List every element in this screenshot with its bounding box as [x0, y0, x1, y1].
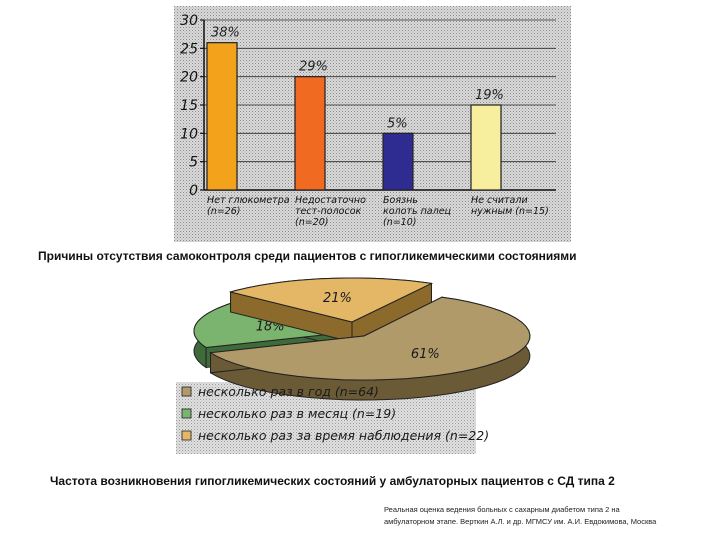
y-tick-label: 5 [189, 155, 198, 171]
bar-chart-background [174, 6, 571, 242]
bar-data-label: 38% [211, 26, 240, 41]
pie-chart-svg: 18%21%61% несколько раз в год (n=64)неск… [176, 277, 531, 454]
bar [382, 132, 414, 191]
x-tick-label: (n=20) [295, 217, 328, 228]
x-tick-label: (n=10) [383, 217, 416, 228]
x-tick-label: Нет глюкометра [207, 195, 290, 206]
pie-chart: 18% 21% 61% несколько раз в год (n=64) неск… [176, 276, 556, 456]
bar-chart-svg: 0 5 10 15 20 25 30 38% Нет глюкометра(n=26) 29% Не… [174, 6, 571, 242]
bar-chart-title: Причины отсутствия самоконтроля среди па… [38, 249, 577, 263]
legend-swatch [181, 408, 192, 419]
pie-slice [228, 277, 434, 323]
bar-chart: 0 5 10 15 20 25 30 38% Нет глюкометра (n=26) 29% Не… [174, 6, 571, 242]
legend-swatch [181, 430, 192, 441]
y-tick-label: 15 [180, 98, 198, 114]
bar [206, 42, 238, 191]
y-tick-label: 0 [189, 183, 198, 199]
x-tick-label: Боязнь [383, 195, 418, 206]
pie-slice [208, 296, 531, 381]
pie-chart-title: Частота возникновения гипогликемических … [50, 474, 615, 488]
bar-data-label: 29% [299, 60, 328, 75]
y-tick-label: 30 [180, 13, 198, 29]
y-tick-label: 20 [180, 70, 198, 86]
bar-data-label: 5% [387, 116, 408, 131]
legend-swatch [181, 386, 192, 397]
legend-label: несколько раз в год (n=64) [198, 384, 379, 399]
source-line-1: Реальная оценка ведения больных с сахарн… [384, 505, 620, 514]
x-tick-label: Не считали [471, 195, 528, 206]
source-line-2: амбулаторном этапе. Верткин А.Л. и др. М… [384, 517, 657, 526]
bar [470, 104, 502, 191]
bar [294, 76, 326, 191]
x-tick-label: тест-полосок [295, 206, 362, 217]
y-tick-label: 25 [180, 41, 198, 57]
legend-label: несколько раз в месяц (n=19) [198, 406, 396, 421]
x-tick-label: Недостаточно [295, 195, 366, 206]
x-tick-label: (n=26) [207, 206, 240, 217]
x-tick-label: нужным (n=15) [471, 206, 549, 217]
y-tick-label: 10 [180, 126, 198, 142]
pie-data-label: 61% [411, 347, 440, 362]
legend-label: несколько раз за время наблюдения (n=22) [198, 428, 489, 443]
bar-data-label: 19% [475, 88, 504, 103]
pie-data-label: 21% [323, 291, 352, 306]
x-tick-label: колоть палец [383, 206, 451, 217]
